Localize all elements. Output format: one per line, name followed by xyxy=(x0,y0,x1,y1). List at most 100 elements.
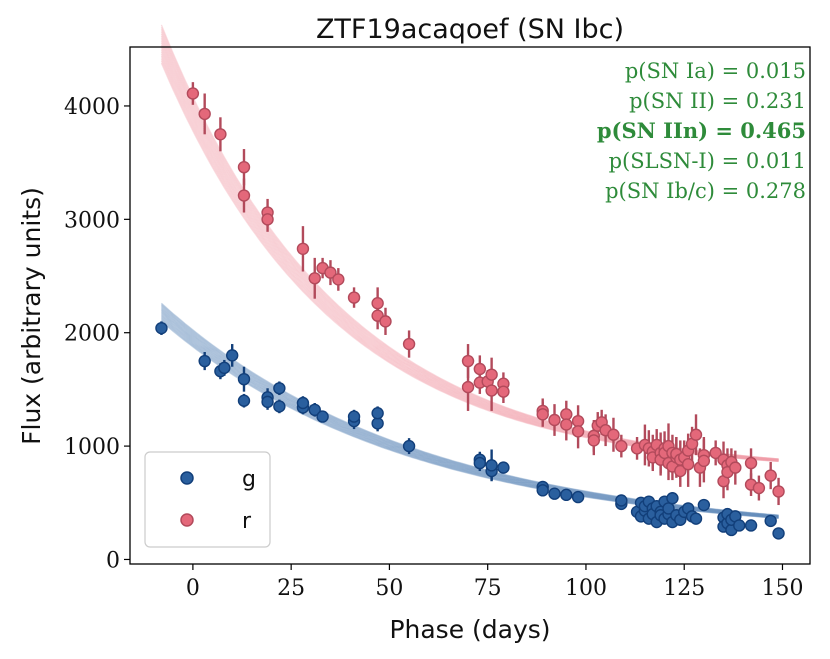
data-point-r xyxy=(461,354,475,368)
data-point-r xyxy=(681,458,695,471)
prob-sn-ibc: p(SN Ib/c) = 0.278 xyxy=(605,179,806,203)
data-point-g xyxy=(772,527,785,540)
model-curve-g xyxy=(160,311,779,518)
model-curve-g xyxy=(160,302,779,516)
data-point-r xyxy=(744,456,758,470)
data-point-r xyxy=(560,408,573,421)
model-curve-g xyxy=(160,303,779,516)
y-tick-label: 2000 xyxy=(64,322,120,347)
data-point-r xyxy=(571,425,585,438)
data-point-r xyxy=(689,428,703,441)
data-point-g xyxy=(615,494,628,507)
y-tick-label: 4000 xyxy=(64,95,120,120)
data-point-r xyxy=(261,213,274,226)
data-point-r xyxy=(308,272,321,285)
plot-frame xyxy=(129,46,811,565)
prob-sn-iin: p(SN IIn) = 0.465 xyxy=(597,118,806,143)
data-point-r xyxy=(571,414,585,428)
data-point-r xyxy=(764,469,777,482)
data-point-r xyxy=(587,434,601,447)
x-axis-ticks: 0 25 50 75 100 125 150 xyxy=(186,564,803,601)
plot-area xyxy=(155,24,785,540)
data-point-g xyxy=(744,519,758,532)
data-point-g xyxy=(218,361,231,375)
data-point-g xyxy=(316,410,329,423)
data-point-r xyxy=(379,315,392,328)
x-tick-label: 75 xyxy=(474,576,502,601)
legend: g r xyxy=(144,451,271,548)
data-point-r xyxy=(752,481,766,495)
data-point-r xyxy=(497,385,510,398)
data-point-g xyxy=(273,382,286,395)
x-tick-label: 100 xyxy=(565,576,607,601)
model-curve-g xyxy=(160,306,779,517)
legend-label-r: r xyxy=(242,509,252,534)
classification-probabilities: p(SN Ia) = 0.015 p(SN II) = 0.231 p(SN I… xyxy=(597,59,806,203)
x-tick-label: 125 xyxy=(663,576,705,601)
data-point-r xyxy=(772,485,785,498)
data-point-g xyxy=(485,459,498,472)
data-point-g xyxy=(402,439,416,453)
data-point-r xyxy=(371,297,384,310)
data-point-g xyxy=(571,490,585,504)
data-point-g xyxy=(155,321,168,335)
data-point-r xyxy=(485,384,498,397)
data-point-g xyxy=(560,488,573,502)
y-axis-ticks: 0 1000 2000 3000 4000 xyxy=(64,95,130,573)
data-point-r xyxy=(615,439,628,453)
legend-box xyxy=(144,451,271,548)
data-point-g xyxy=(697,498,711,512)
x-tick-label: 0 xyxy=(186,576,200,601)
data-point-g xyxy=(347,410,361,423)
y-axis-label: Flux (arbitrary units) xyxy=(17,187,46,445)
prob-sn-ii: p(SN II) = 0.231 xyxy=(629,89,806,113)
data-point-g xyxy=(261,395,274,409)
data-point-g xyxy=(371,417,384,430)
data-point-r xyxy=(324,266,337,279)
data-point-g xyxy=(473,456,487,470)
data-point-r xyxy=(214,128,227,141)
model-curve-g xyxy=(160,312,779,518)
data-point-g xyxy=(308,403,321,417)
model-curve-g xyxy=(160,316,779,519)
data-point-g xyxy=(225,349,239,362)
model-curve-g xyxy=(160,317,779,519)
model-curve-g xyxy=(160,313,779,518)
data-point-r xyxy=(296,242,310,256)
data-point-r xyxy=(402,337,416,351)
data-point-g xyxy=(764,514,777,528)
data-points xyxy=(155,87,785,540)
data-point-g xyxy=(198,354,211,368)
legend-marker-g xyxy=(180,471,194,485)
model-curve-g xyxy=(160,304,779,517)
data-point-r xyxy=(347,291,361,304)
prob-slsn-i: p(SLSN-I) = 0.011 xyxy=(609,149,806,173)
model-curve-g xyxy=(160,308,779,517)
data-point-r xyxy=(548,413,561,427)
y-tick-label: 3000 xyxy=(64,208,120,233)
data-point-r xyxy=(674,464,687,478)
legend-label-g: g xyxy=(242,467,256,492)
data-point-r xyxy=(709,446,722,460)
data-point-g xyxy=(666,492,679,505)
data-point-g xyxy=(536,484,549,497)
data-point-r xyxy=(485,368,498,381)
x-tick-label: 150 xyxy=(761,576,803,601)
data-point-g xyxy=(237,394,251,407)
x-tick-label: 50 xyxy=(375,576,403,601)
data-point-g xyxy=(733,519,746,532)
data-point-r xyxy=(560,418,573,431)
data-point-g xyxy=(497,461,510,474)
prob-sn-ia: p(SN Ia) = 0.015 xyxy=(625,59,806,83)
data-point-r xyxy=(697,454,711,468)
data-point-r xyxy=(729,461,742,474)
data-point-r xyxy=(237,189,251,202)
model-curve-g xyxy=(160,309,779,517)
data-point-r xyxy=(536,408,549,421)
data-point-r xyxy=(332,273,345,286)
data-point-g xyxy=(548,487,561,500)
data-point-g xyxy=(689,512,703,525)
data-point-r xyxy=(237,160,251,174)
chart-title: ZTF19acaqoef (SN Ibc) xyxy=(316,14,624,45)
